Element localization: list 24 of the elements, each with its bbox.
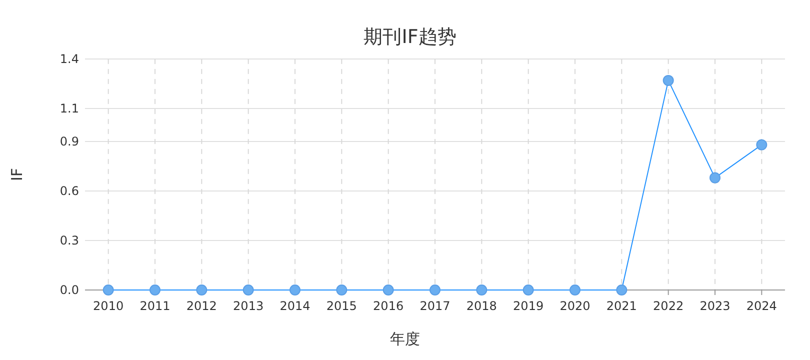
x-tick-label: 2013 bbox=[233, 299, 264, 313]
x-tick-label: 2018 bbox=[466, 299, 497, 313]
x-tick-label: 2022 bbox=[653, 299, 684, 313]
x-tick-label: 2023 bbox=[700, 299, 730, 313]
chart-title: 期刊IF趋势 bbox=[364, 26, 456, 48]
x-tick-label: 2012 bbox=[186, 299, 217, 313]
x-tick-label: 2014 bbox=[280, 299, 310, 313]
x-tick-label: 2024 bbox=[746, 299, 777, 313]
y-tick-label: 1.4 bbox=[60, 52, 79, 66]
x-tick-label: 2015 bbox=[326, 299, 357, 313]
x-tick-label: 2010 bbox=[93, 299, 124, 313]
x-tick-label: 2021 bbox=[606, 299, 637, 313]
x-tick-label: 2020 bbox=[560, 299, 590, 313]
x-axis-title: 年度 bbox=[390, 330, 420, 348]
y-tick-label: 1.1 bbox=[60, 102, 79, 116]
y-tick-label: 0.3 bbox=[60, 234, 79, 248]
y-tick-label: 0.0 bbox=[60, 283, 79, 297]
x-tick-label: 2011 bbox=[140, 299, 170, 313]
x-tick-label: 2016 bbox=[373, 299, 404, 313]
y-axis-title: IF bbox=[8, 168, 26, 182]
y-tick-label: 0.9 bbox=[60, 134, 79, 148]
y-tick-label: 0.6 bbox=[60, 184, 79, 198]
x-tick-label: 2017 bbox=[420, 299, 450, 313]
x-tick-label: 2019 bbox=[513, 299, 544, 313]
